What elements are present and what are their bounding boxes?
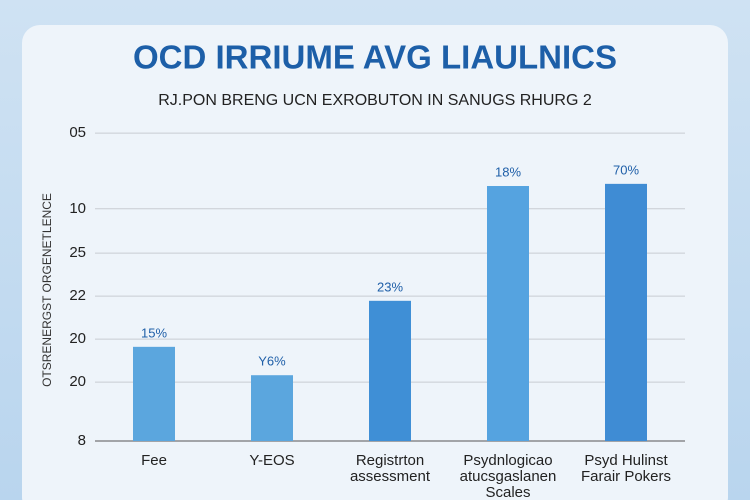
y-tick-label: 8 (78, 432, 86, 449)
x-tick-label: Farair Pokers (581, 468, 671, 485)
card (22, 25, 728, 500)
bar (605, 183, 647, 442)
y-tick-label: 20 (69, 373, 86, 390)
x-tick-label: Registrton (356, 452, 424, 469)
y-tick-label: 20 (69, 330, 86, 347)
chart-subtitle: RJ.PON BRENG UCN EXROBUTON IN SANUGS RHU… (158, 92, 592, 109)
x-tick-label: Y-EOS (249, 452, 294, 469)
y-tick-label: 25 (69, 244, 86, 261)
x-tick-label: Scales (485, 484, 530, 500)
x-tick-label: assessment (350, 468, 431, 485)
x-tick-label: Psydnlogicao (463, 452, 552, 469)
y-axis-label: OTSRENERGST ORGENETLENCE (40, 193, 54, 387)
x-tick-label: Fee (141, 452, 167, 469)
data-label: 23% (377, 279, 403, 294)
bar (369, 300, 411, 441)
x-tick-label: Psyd Hulinst (584, 452, 668, 469)
bar (487, 186, 529, 441)
chart-title: OCD IRRIUME AVG LIAULNICS (133, 39, 617, 76)
data-label: 18% (495, 164, 521, 179)
y-tick-label: 05 (69, 124, 86, 141)
data-label: Y6% (258, 354, 286, 369)
bar (133, 346, 175, 441)
data-label: 15% (141, 325, 167, 340)
data-label: 70% (613, 162, 639, 177)
x-tick-label: atucsgaslanen (460, 468, 557, 485)
bar (251, 375, 293, 441)
y-tick-label: 22 (69, 287, 86, 304)
y-tick-label: 10 (69, 200, 86, 217)
